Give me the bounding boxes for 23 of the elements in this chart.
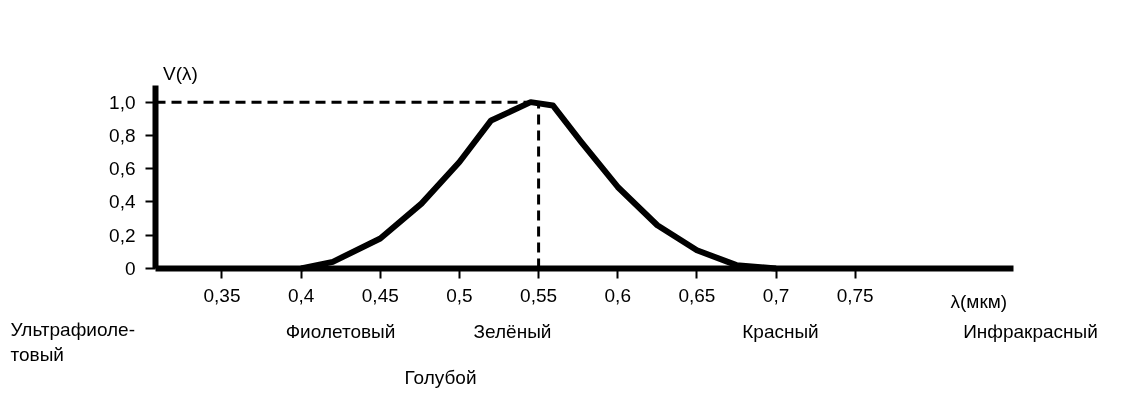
y-tick-label: 0,8 bbox=[109, 124, 136, 146]
y-axis-title: V(λ) bbox=[163, 62, 198, 84]
x-tick-label: 0,4 bbox=[287, 284, 315, 306]
y-tick-label: 0,2 bbox=[109, 224, 136, 246]
x-tick-label: 0,55 bbox=[520, 284, 558, 306]
x-tick-label: 0,45 bbox=[361, 284, 399, 306]
text: Голубой bbox=[404, 366, 477, 388]
x-axis-title: λ(мкм) bbox=[950, 290, 1008, 312]
text: Красный bbox=[742, 320, 819, 342]
y-tick-label: 0,4 bbox=[109, 191, 136, 213]
x-tick-label: 0,6 bbox=[604, 284, 631, 306]
text: Ультрафиоле- товый bbox=[10, 318, 136, 365]
x-tick-label: 0,5 bbox=[446, 284, 473, 306]
text: Зелёный bbox=[473, 320, 552, 342]
x-tick-label: 0,65 bbox=[678, 284, 716, 306]
y-tick-label: 0 bbox=[124, 258, 136, 279]
x-tick-label: 0,7 bbox=[762, 284, 790, 306]
y-tick-label: 0,6 bbox=[109, 158, 136, 180]
text: Фиолетовый bbox=[285, 320, 396, 342]
text: Инфракрасный bbox=[963, 320, 1098, 342]
x-tick-label: 0,35 bbox=[203, 284, 241, 306]
x-tick-label: 0,75 bbox=[836, 284, 874, 306]
y-tick-label: 1,0 bbox=[109, 91, 136, 113]
